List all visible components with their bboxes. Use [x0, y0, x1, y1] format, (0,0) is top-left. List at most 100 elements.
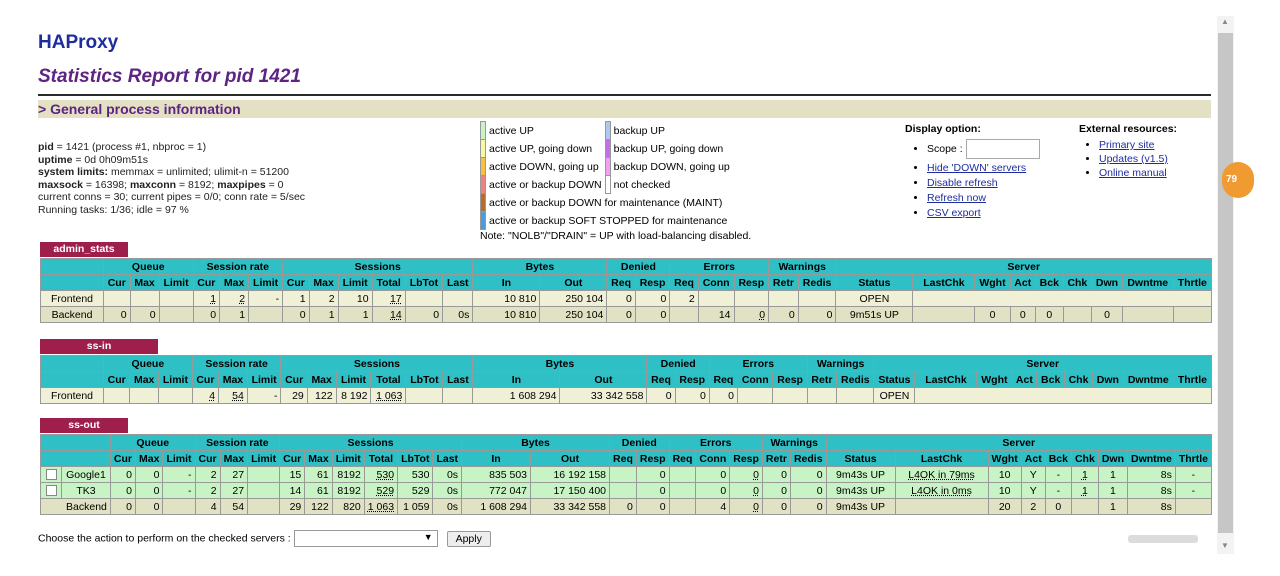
cell-s-limit: 8 192 — [335, 387, 372, 404]
cell-status: OPEN — [835, 290, 914, 307]
th-wght: Wght — [974, 274, 1011, 291]
th-retr: Retr — [761, 450, 791, 467]
scroll-up-icon[interactable]: ▲ — [1221, 17, 1229, 26]
updates-link[interactable]: Updates (v1.5) — [1099, 153, 1168, 165]
cell-last: 0s — [432, 482, 463, 499]
th-act: Act — [1020, 450, 1046, 467]
cell-s-cur: 14 — [279, 482, 306, 499]
cell-rate-max: 54 — [219, 498, 249, 515]
cell-status: 9m51s UP — [835, 306, 914, 323]
cell-rate-max[interactable]: 54 — [232, 389, 244, 402]
th-dwntme: Dwntme — [1126, 450, 1176, 467]
server-name-link[interactable]: TK3 — [61, 482, 111, 499]
online-manual-link[interactable]: Online manual — [1099, 167, 1167, 179]
th-last: Last — [442, 371, 474, 388]
th-retr: Retr — [768, 274, 799, 291]
cell-q-cur: 0 — [103, 306, 131, 323]
table-row: TK3 0 0 - 2 27 14 61 8192 529 529 0s 772… — [40, 482, 1213, 499]
th-wght: Wght — [976, 371, 1013, 388]
row-name: Backend — [40, 498, 111, 515]
th-dwntme: Dwntme — [1122, 371, 1174, 388]
server-name-link[interactable]: Google1 — [61, 466, 111, 483]
cell-err-resp[interactable]: 0 — [753, 468, 759, 481]
cell-lastchk[interactable]: L4OK in 79ms — [908, 468, 975, 481]
cell-lastchk[interactable]: L4OK in 0ms — [911, 484, 972, 497]
cell-wght: 10 — [987, 466, 1022, 483]
cell-chk[interactable]: 1 — [1081, 468, 1088, 481]
th-chk: Chk — [1070, 450, 1099, 467]
primary-site-link[interactable]: Primary site — [1099, 139, 1155, 151]
cell-bytes-in: 835 503 — [461, 466, 532, 483]
cell-warn-retr: 0 — [761, 498, 791, 515]
server-checkbox[interactable] — [45, 485, 57, 497]
cell-chk[interactable]: 1 — [1081, 484, 1088, 497]
table-admin-stats: Queue Session rate Sessions Bytes Denied… — [40, 258, 1213, 323]
th-sessions: Sessions — [280, 355, 474, 372]
apply-button[interactable]: Apply — [446, 530, 491, 547]
cell-thrtle: - — [1174, 482, 1213, 499]
th-denied: Denied — [646, 355, 710, 372]
th-resp: Resp — [634, 274, 671, 291]
refresh-now-link[interactable]: Refresh now — [927, 192, 986, 204]
cell-s-cur: 1 — [282, 290, 310, 307]
server-checkbox[interactable] — [45, 469, 57, 481]
notification-badge[interactable]: 79 — [1222, 162, 1254, 198]
cell-bytes-out: 250 104 — [539, 290, 608, 307]
cell-s-total[interactable]: 14 — [390, 308, 402, 321]
cell-err-resp[interactable]: 0 — [753, 500, 759, 513]
cell-s-limit: 8192 — [331, 466, 365, 483]
cell-dwntme: 8s — [1126, 498, 1176, 515]
th-cur: Cur — [191, 371, 220, 388]
th-in: In — [472, 371, 561, 388]
legend-down: active or backup DOWN — [489, 178, 602, 191]
cell-wght: 10 — [987, 482, 1022, 499]
cell-q-cur: 0 — [109, 466, 137, 483]
cell-s-total[interactable]: 1 063 — [367, 500, 395, 513]
cell-rate-max: 27 — [219, 482, 249, 499]
th-sessions: Sessions — [282, 258, 474, 275]
action-select[interactable]: ▼ — [293, 530, 438, 547]
legend-backup-up-going-down: backup UP, going down — [613, 142, 724, 155]
disable-refresh-link[interactable]: Disable refresh — [927, 177, 998, 189]
th-limit: Limit — [247, 450, 281, 467]
th-session-rate: Session rate — [191, 355, 282, 372]
cell-rate-max[interactable]: 2 — [239, 292, 246, 305]
cell-s-total[interactable]: 1 063 — [376, 389, 403, 402]
th-blank — [40, 434, 111, 451]
proxy-name-ss-out[interactable]: ss-out — [40, 418, 128, 433]
scope-input[interactable] — [965, 139, 1040, 159]
cell-denied-resp: 0 — [635, 482, 670, 499]
th-last: Last — [432, 450, 463, 467]
scroll-down-icon[interactable]: ▼ — [1221, 541, 1229, 550]
cell-q-cur: 0 — [109, 498, 137, 515]
th-limit: Limit — [337, 274, 373, 291]
cell-s-total[interactable]: 529 — [376, 484, 395, 497]
cell-status: 9m43s UP — [825, 482, 896, 499]
cell-s-total[interactable]: 530 — [376, 468, 395, 481]
hide-down-link[interactable]: Hide 'DOWN' servers — [927, 162, 1027, 174]
proxy-name-admin-stats[interactable]: admin_stats — [40, 242, 128, 257]
cell-lbtot: 1 059 — [397, 498, 434, 515]
display-options-title: Display option: — [905, 123, 981, 135]
cell-bytes-out: 33 342 558 — [559, 387, 648, 404]
cell-err-conn: 0 — [695, 482, 731, 499]
cell-s-limit: 1 — [337, 306, 373, 323]
proxy-name-ss-in[interactable]: ss-in — [40, 339, 158, 354]
cell-rate-cur[interactable]: 4 — [209, 389, 216, 402]
csv-export-link[interactable]: CSV export — [927, 207, 981, 219]
process-running-tasks: Running tasks: 1/36; idle = 97 % — [38, 203, 189, 216]
cell-bytes-out: 250 104 — [539, 306, 608, 323]
th-dwn: Dwn — [1091, 274, 1123, 291]
cell-err-resp[interactable]: 0 — [759, 308, 766, 321]
process-info: pid = 1421 (process #1, nbproc = 1) upti… — [38, 141, 305, 216]
cell-err-resp[interactable]: 0 — [753, 484, 759, 497]
th-redis: Redis — [789, 450, 827, 467]
cell-s-total[interactable]: 17 — [390, 292, 402, 305]
th-session-rate: Session rate — [194, 434, 281, 451]
scrollbar-thumb[interactable] — [1218, 33, 1233, 533]
cell-rate-cur[interactable]: 1 — [210, 292, 217, 305]
th-req: Req — [668, 450, 697, 467]
table-row: Backend 0 0 0 1 0 1 1 14 0 0s 10 810 250… — [40, 306, 1213, 323]
legend-maint: active or backup DOWN for maintenance (M… — [489, 196, 723, 209]
th-chk: Chk — [1063, 371, 1094, 388]
